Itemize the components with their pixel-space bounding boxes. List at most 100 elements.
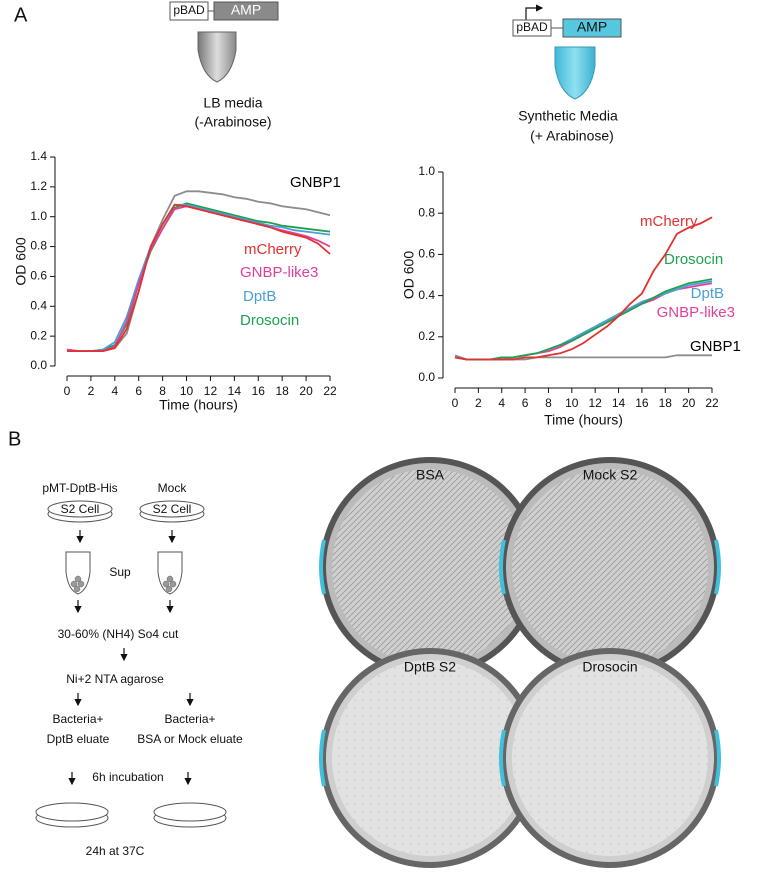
series-label: mCherry: [640, 213, 698, 230]
dish: [139, 500, 205, 518]
panel-label: A: [14, 4, 28, 26]
x-tick-label: 8: [545, 396, 552, 410]
condition-line: LB media: [203, 95, 262, 111]
x-tick-label: 14: [228, 384, 242, 398]
x-tick-label: 18: [659, 396, 673, 410]
tube: [554, 46, 596, 100]
x-tick-label: 2: [88, 384, 95, 398]
flow-text: S2 Cell: [153, 502, 192, 516]
flow-text: BSA or Mock eluate: [137, 732, 243, 746]
series-label: GNBP-like3: [657, 304, 735, 321]
plate-label: BSA: [416, 467, 445, 483]
dish: [47, 500, 113, 518]
y-tick-label: 0.0: [30, 358, 47, 372]
x-tick-label: 10: [565, 396, 579, 410]
promoter-arrow: [525, 4, 544, 20]
series-line: [67, 203, 331, 352]
x-tick-label: 22: [323, 384, 337, 398]
series-label: GNBP-like3: [240, 264, 318, 281]
series-line: [67, 202, 331, 352]
y-tick-label: 0.6: [30, 269, 47, 283]
condition-line: (+ Arabinose): [530, 128, 614, 144]
pellet: [70, 575, 85, 593]
flow-text: pMT-DptB-His: [42, 481, 117, 495]
series-label: mCherry: [244, 241, 302, 258]
series-label: GNBP1: [290, 174, 341, 191]
flow-text: Sup: [109, 565, 131, 579]
series-line: [66, 203, 331, 352]
x-axis-label: Time (hours): [159, 397, 238, 413]
promoter-label: pBAD: [173, 3, 205, 17]
series-label: DptB: [691, 285, 724, 302]
promoter-label: pBAD: [516, 20, 548, 34]
plate: [499, 457, 721, 677]
condition-line: (-Arabinose): [194, 114, 271, 130]
x-tick-label: 22: [705, 396, 719, 410]
x-tick-label: 2: [475, 396, 482, 410]
flow-text: 6h incubation: [92, 770, 163, 784]
series-label: DptB: [243, 288, 276, 305]
x-tick-label: 0: [452, 396, 459, 410]
y-tick-label: 0.0: [418, 370, 435, 384]
x-tick-label: 12: [589, 396, 603, 410]
y-tick-label: 1.4: [30, 149, 47, 163]
gene-label: AMP: [231, 2, 261, 18]
series-line: [454, 282, 713, 361]
series-label: Drosocin: [240, 312, 299, 329]
flow-text: Bacteria+: [52, 712, 103, 726]
x-tick-label: 20: [682, 396, 696, 410]
series-line: [454, 216, 713, 361]
gene-box: [562, 18, 622, 38]
y-axis-label: OD 600: [401, 251, 417, 299]
plate-label: Mock S2: [583, 467, 638, 483]
y-tick-label: 0.2: [418, 329, 435, 343]
y-tick-label: 0.2: [30, 328, 47, 342]
x-tick-label: 20: [299, 384, 313, 398]
x-axis-label: Time (hours): [544, 412, 623, 428]
series-label: GNBP1: [690, 338, 741, 355]
series-label: Drosocin: [664, 251, 723, 268]
y-tick-label: 1.0: [30, 209, 47, 223]
pellet: [162, 575, 177, 593]
y-tick-label: 0.8: [30, 239, 47, 253]
flow-text: Ni+2 NTA agarose: [66, 672, 164, 686]
flow-text: Mock: [158, 481, 188, 495]
x-tick-label: 16: [635, 396, 649, 410]
x-tick-label: 4: [498, 396, 505, 410]
flow-text: 24h at 37C: [86, 844, 145, 858]
y-tick-label: 0.4: [30, 298, 47, 312]
dish: [35, 802, 109, 822]
x-tick-label: 10: [180, 384, 194, 398]
panel-label: B: [8, 428, 21, 450]
x-tick-label: 18: [276, 384, 290, 398]
tube: [197, 31, 237, 83]
y-tick-label: 1.2: [30, 179, 47, 193]
gene-label: AMP: [577, 19, 607, 35]
plate: [319, 648, 541, 868]
x-tick-label: 16: [252, 384, 266, 398]
y-axis-label: OD 600: [13, 237, 29, 285]
gene-box: [213, 1, 279, 21]
dish: [153, 802, 227, 822]
y-tick-label: 0.4: [418, 288, 435, 302]
x-tick-label: 4: [111, 384, 118, 398]
x-tick-label: 0: [64, 384, 71, 398]
flow-text: Bacteria+: [164, 712, 215, 726]
plate-label: DptB S2: [404, 659, 456, 675]
condition-line: Synthetic Media: [518, 108, 618, 124]
y-tick-label: 1.0: [418, 164, 435, 178]
plate: [319, 457, 541, 677]
flow-text: 30-60% (NH4) So4 cut: [58, 627, 179, 641]
plate: [499, 648, 721, 868]
x-tick-label: 14: [612, 396, 626, 410]
x-tick-label: 6: [522, 396, 529, 410]
y-tick-label: 0.8: [418, 205, 435, 219]
plate-label: Drosocin: [582, 659, 637, 675]
series-line: [454, 278, 713, 361]
x-tick-label: 6: [135, 384, 142, 398]
flow-text: S2 Cell: [61, 502, 100, 516]
x-tick-label: 8: [159, 384, 166, 398]
y-tick-label: 0.6: [418, 247, 435, 261]
